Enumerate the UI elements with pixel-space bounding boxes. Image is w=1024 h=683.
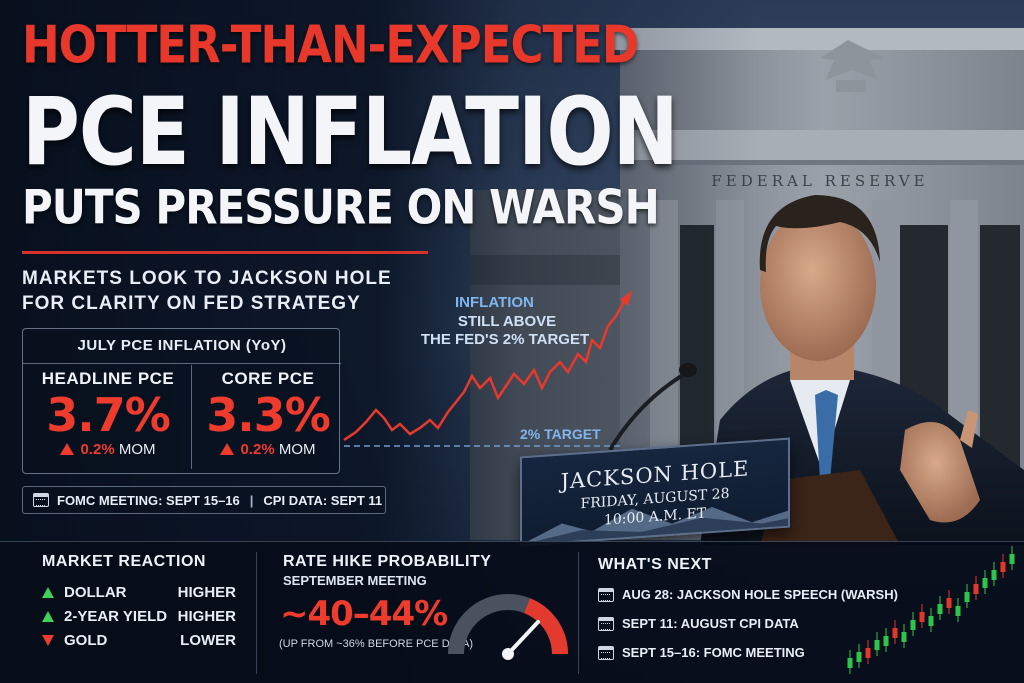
up-arrow-icon (42, 611, 54, 622)
market-reaction-row-dollar: DOLLAR HIGHER (42, 584, 236, 601)
rate-hike-subtitle: SEPTEMBER MEETING (283, 573, 427, 588)
headline-line-2: PCE INFLATION (22, 78, 679, 187)
headline-line-1: HOTTER-THAN-EXPECTED (22, 14, 639, 75)
headline-line-3: PUTS PRESSURE ON WARSH (22, 180, 660, 235)
trend-arrowhead (620, 290, 632, 306)
chart-annotation-line-2: STILL ABOVE (457, 313, 557, 330)
chart-annotation-line-1: INFLATION (455, 294, 534, 311)
candle-body (892, 628, 898, 638)
target-line-label: 2% TARGET (520, 426, 601, 442)
cpi-date: CPI DATA: SEPT 11 (263, 492, 383, 508)
calendar-icon (598, 587, 614, 602)
subheadline-line-1: MARKETS LOOK TO JACKSON HOLE (22, 268, 392, 289)
mountain-graphic (522, 507, 790, 545)
rate-hike-note: (UP FROM ~36% BEFORE PCE DATA) (279, 638, 474, 650)
candle-body (991, 570, 997, 580)
subheadline-line-2: FOR CLARITY ON FED STRATEGY (22, 293, 361, 314)
market-reaction-row-2yr-yield: 2-YEAR YIELD HIGHER (42, 608, 236, 625)
down-arrow-icon (42, 635, 54, 646)
up-triangle-icon (60, 443, 75, 455)
dates-separator: | (249, 492, 254, 508)
calendar-icon (598, 645, 614, 660)
whats-next-item: SEPT 11: AUGUST CPI DATA (598, 616, 799, 631)
candle-body (937, 604, 943, 614)
pce-inflation-panel: JULY PCE INFLATION (YoY) HEADLINE PCE 3.… (22, 328, 343, 474)
speaker-figure (700, 195, 1024, 545)
pce-panel-title: JULY PCE INFLATION (YoY) (77, 337, 287, 354)
candle-body (910, 620, 916, 630)
candle-body (928, 616, 934, 626)
candle-body (865, 648, 871, 658)
core-pce-change: 0.2% MOM (193, 441, 343, 458)
core-pce-stat: CORE PCE 3.3% 0.2% MOM (193, 369, 343, 458)
up-triangle-icon (220, 443, 235, 455)
market-reaction-row-gold: GOLD LOWER (42, 632, 236, 649)
candle-body (856, 652, 862, 662)
gauge-hub (502, 648, 514, 660)
rate-hike-value: ~40–44% (280, 594, 448, 634)
core-pce-value: 3.3% (206, 388, 331, 442)
jackson-hole-podium-sign: JACKSON HOLE FRIDAY, AUGUST 28 10:00 A.M… (520, 437, 790, 547)
candle-body (946, 598, 952, 608)
candle-body (955, 606, 961, 616)
up-arrow-icon (42, 587, 54, 598)
headline-pce-label: HEADLINE PCE (41, 369, 175, 388)
inflation-line (343, 297, 628, 442)
probability-gauge (448, 594, 568, 660)
candle-body (1009, 554, 1015, 564)
candle-body (982, 578, 988, 588)
chart-annotation-line-3: THE FED'S 2% TARGET (420, 331, 590, 348)
candle-body (964, 592, 970, 602)
gauge-high-zone (523, 598, 568, 655)
candle-body (1000, 562, 1006, 572)
candle-body (973, 584, 979, 594)
rate-hike-title: RATE HIKE PROBABILITY (283, 553, 492, 570)
panel-divider (256, 552, 257, 674)
pce-column-divider (191, 365, 192, 469)
headline-divider (22, 251, 428, 254)
key-dates-bar: FOMC MEETING: SEPT 15–16 | CPI DATA: SEP… (22, 486, 386, 514)
candle-body (847, 658, 853, 668)
panel-divider (578, 552, 579, 674)
fomc-date: FOMC MEETING: SEPT 15–16 (57, 492, 240, 508)
candlestick-chart-decoration (847, 546, 1015, 674)
calendar-icon (33, 493, 49, 507)
whats-next-item: SEPT 15–16: FOMC MEETING (598, 645, 805, 660)
gauge-needle (506, 619, 541, 656)
candle-body (883, 636, 889, 646)
eagle-sculpture (820, 40, 884, 92)
building-inscription: FEDERAL RESERVE (711, 172, 928, 190)
headline-pce-stat: HEADLINE PCE 3.7% 0.2% MOM (33, 369, 183, 458)
market-reaction-title: MARKET REACTION (42, 553, 206, 570)
candle-body (901, 632, 907, 642)
whats-next-title: WHAT'S NEXT (598, 556, 712, 573)
pce-panel-divider (23, 363, 341, 364)
bottom-info-panel: MARKET REACTION DOLLAR HIGHER 2-YEAR YIE… (0, 541, 1024, 683)
calendar-icon (598, 616, 614, 631)
candle-body (874, 640, 880, 650)
candle-body (919, 612, 925, 622)
headline-pce-change: 0.2% MOM (33, 441, 183, 458)
headline-pce-value: 3.7% (46, 388, 171, 442)
core-pce-label: CORE PCE (221, 369, 315, 388)
inflation-trend-chart (343, 290, 632, 447)
whats-next-item: AUG 28: JACKSON HOLE SPEECH (WARSH) (598, 587, 898, 602)
microphone (608, 363, 697, 452)
